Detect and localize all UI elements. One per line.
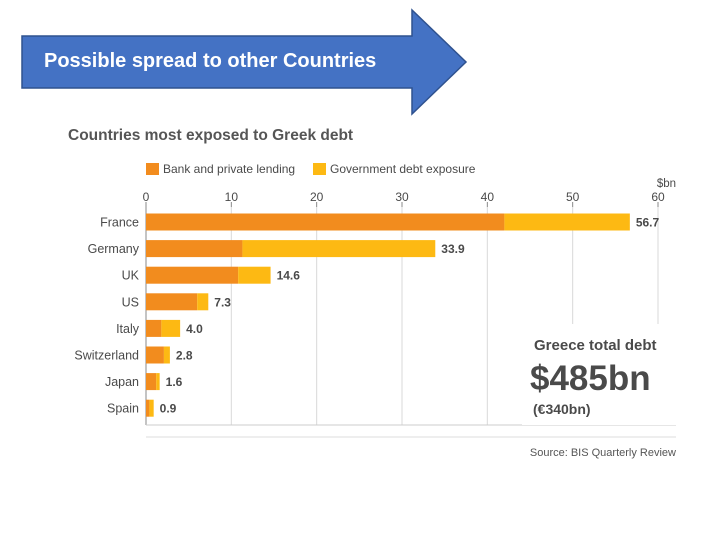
x-tick-label: 60 xyxy=(651,190,665,204)
legend-swatch-gov xyxy=(313,163,326,175)
total-label: 2.8 xyxy=(176,349,193,363)
legend-swatch-bank xyxy=(146,163,159,175)
x-tick-label: 50 xyxy=(566,190,580,204)
x-tick-label: 0 xyxy=(143,190,150,204)
bar-bank-segment xyxy=(146,373,157,391)
legend-label-bank: Bank and private lending xyxy=(163,162,295,176)
bar-bank-segment xyxy=(146,266,239,284)
total-label: 1.6 xyxy=(166,375,183,389)
category-label: Switzerland xyxy=(74,349,139,363)
unit-label: $bn xyxy=(657,178,676,190)
bars: France 56.7 Germany 33.9 UK 14.6 US 7.3 Italy 4.0… xyxy=(74,213,660,417)
category-label: France xyxy=(100,216,139,230)
total-label: 4.0 xyxy=(186,322,203,336)
category-label: Spain xyxy=(107,402,139,416)
bar-bank-segment xyxy=(146,213,505,231)
bar-gov-segment xyxy=(156,373,160,391)
bar-bank-segment xyxy=(146,346,164,364)
x-tick-label: 40 xyxy=(481,190,495,204)
category-label: US xyxy=(122,295,139,309)
legend-label-gov: Government debt exposure xyxy=(330,162,476,176)
bar-gov-segment xyxy=(504,213,630,231)
x-tick-label: 30 xyxy=(395,190,409,204)
banner-title: Possible spread to other Countries xyxy=(44,50,377,72)
category-label: UK xyxy=(122,269,140,283)
category-label: Germany xyxy=(88,242,140,256)
bar-bank-segment xyxy=(146,319,162,337)
category-label: Japan xyxy=(105,375,139,389)
callout-heading: Greece total debt xyxy=(534,337,657,354)
bar-gov-segment xyxy=(163,346,170,364)
banner-arrow-shape xyxy=(21,8,468,116)
total-label: 14.6 xyxy=(277,269,301,283)
source-note: Source: BIS Quarterly Review xyxy=(530,447,676,459)
callout-value: $485bn xyxy=(530,359,651,398)
chart-title: Countries most exposed to Greek debt xyxy=(68,127,353,144)
x-tick-label: 10 xyxy=(225,190,239,204)
category-label: Italy xyxy=(116,322,140,336)
bar-bank-segment xyxy=(146,399,150,417)
bar-gov-segment xyxy=(161,319,181,337)
callout-subvalue: (€340bn) xyxy=(533,401,591,417)
callout-box xyxy=(522,324,680,425)
bar-gov-segment xyxy=(197,293,209,311)
bar-gov-segment xyxy=(238,266,271,284)
x-tick-label: 20 xyxy=(310,190,324,204)
x-tick-labels: 0 10 20 30 40 50 60 xyxy=(143,190,665,207)
total-label: 0.9 xyxy=(160,402,177,416)
bar-gov-segment xyxy=(242,240,436,258)
bar-gov-segment xyxy=(149,399,154,417)
total-label: 56.7 xyxy=(636,216,660,230)
bar-bank-segment xyxy=(146,240,243,258)
bar-bank-segment xyxy=(146,293,198,311)
total-label: 7.3 xyxy=(214,295,231,309)
total-label: 33.9 xyxy=(441,242,465,256)
